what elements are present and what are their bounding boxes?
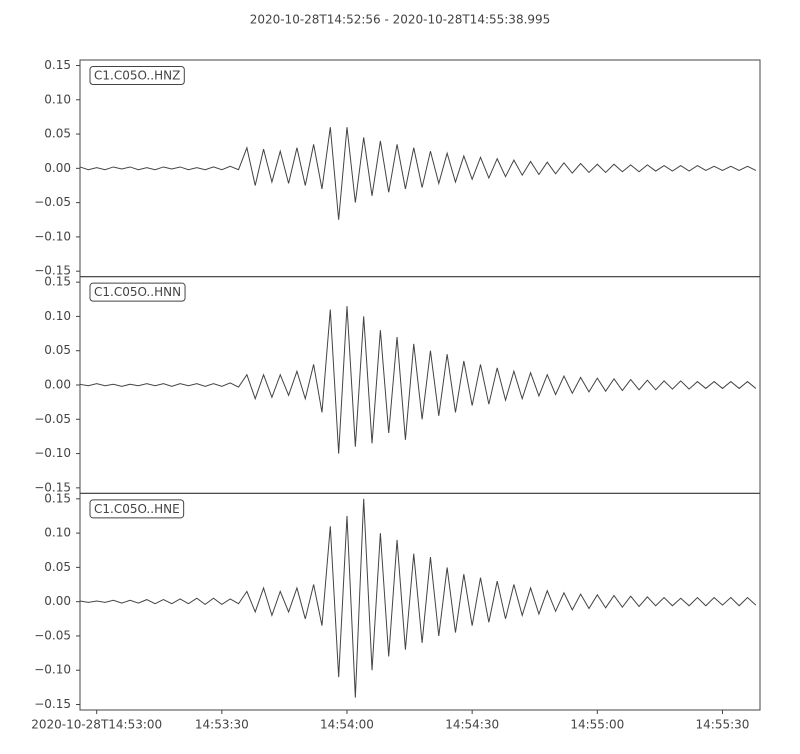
y-tick-label: 0.00 (44, 161, 71, 175)
y-tick-label: −0.05 (34, 412, 71, 426)
y-tick-label: 0.05 (44, 127, 71, 141)
trace-label-box (89, 282, 186, 302)
y-tick-label: −0.15 (34, 697, 71, 711)
y-tick-label: −0.05 (34, 195, 71, 209)
trace-label-box (89, 66, 185, 85)
y-tick-label: 0.15 (44, 275, 71, 289)
y-tick-label: −0.10 (34, 663, 71, 677)
waveform (79, 306, 757, 454)
panel-frame (79, 492, 761, 711)
x-tick-label: 2020-10-28T14:53:00 (31, 718, 162, 732)
x-tick-label: 14:55:30 (696, 718, 750, 732)
y-tick-label: 0.10 (44, 526, 71, 540)
trace-label: C1.C05O..HNN (94, 285, 181, 299)
y-tick-label: −0.15 (34, 480, 71, 494)
chart-title: 2020-10-28T14:52:56 - 2020-10-28T14:55:3… (250, 13, 551, 27)
panel-frame (79, 276, 761, 494)
y-tick-label: 0.05 (44, 343, 71, 357)
trace-label-box (89, 499, 185, 519)
y-tick-label: −0.10 (34, 446, 71, 460)
x-tick-label: 14:54:30 (445, 718, 499, 732)
x-tick-label: 14:55:00 (570, 718, 624, 732)
x-tick-label: 14:54:00 (320, 718, 374, 732)
y-tick-label: −0.05 (34, 628, 71, 642)
panel-frame (79, 59, 761, 278)
y-tick-label: 0.15 (44, 58, 71, 72)
y-tick-label: 0.00 (44, 594, 71, 608)
y-tick-label: 0.10 (44, 92, 71, 106)
waveform (79, 127, 757, 220)
y-tick-label: −0.15 (34, 264, 71, 278)
y-tick-label: 0.00 (44, 378, 71, 392)
y-tick-label: 0.15 (44, 491, 71, 505)
trace-label: C1.C05O..HNE (94, 502, 180, 516)
x-tick-label: 14:53:30 (195, 718, 249, 732)
trace-label: C1.C05O..HNZ (94, 69, 180, 83)
waveform (79, 498, 757, 698)
y-tick-label: 0.05 (44, 560, 71, 574)
y-tick-label: −0.10 (34, 229, 71, 243)
y-tick-label: 0.10 (44, 309, 71, 323)
